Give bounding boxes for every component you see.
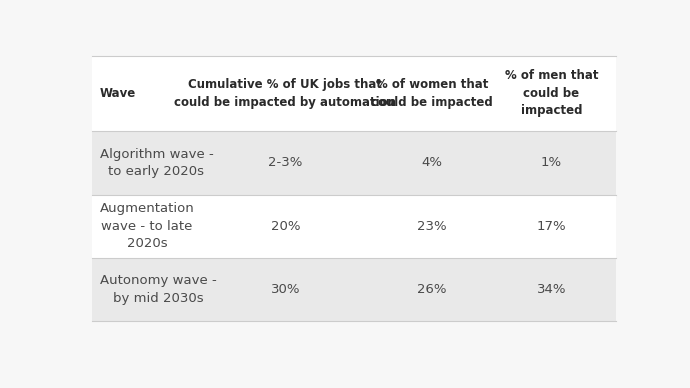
Text: % of women that
could be impacted: % of women that could be impacted [371,78,493,109]
Text: Wave: Wave [99,87,136,100]
Bar [92,131,615,195]
Text: 20%: 20% [270,220,300,233]
Text: Cumulative % of UK jobs that
could be impacted by automation: Cumulative % of UK jobs that could be im… [175,78,397,109]
Bar [92,195,615,258]
Bar [92,55,615,131]
Text: 2-3%: 2-3% [268,156,303,170]
Text: % of men that
could be
impacted: % of men that could be impacted [504,69,598,118]
Text: Autonomy wave -
by mid 2030s: Autonomy wave - by mid 2030s [99,274,217,305]
Text: Augmentation
wave - to late
2020s: Augmentation wave - to late 2020s [99,203,195,250]
Text: 23%: 23% [417,220,447,233]
Text: 34%: 34% [537,283,566,296]
Text: 1%: 1% [541,156,562,170]
Text: 26%: 26% [417,283,447,296]
Text: 17%: 17% [537,220,566,233]
Bar [92,258,615,321]
Text: Algorithm wave -
to early 2020s: Algorithm wave - to early 2020s [99,148,213,178]
Text: 30%: 30% [270,283,300,296]
Text: 4%: 4% [422,156,443,170]
